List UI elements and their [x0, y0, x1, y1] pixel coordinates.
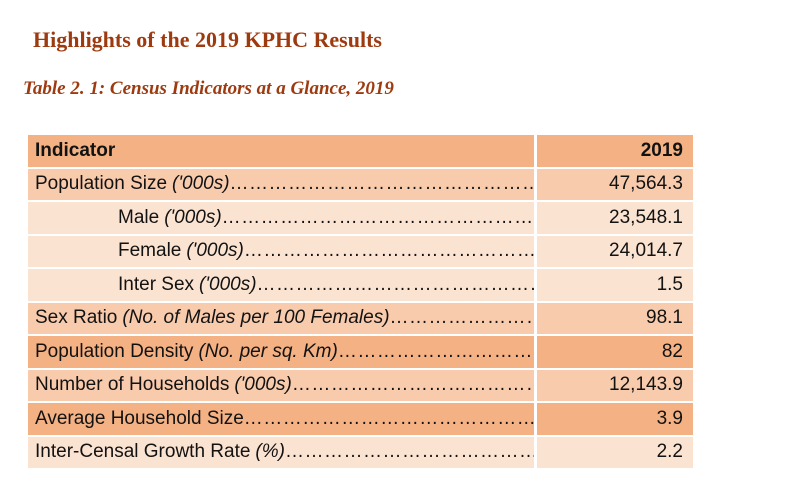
row-label: Male [118, 206, 160, 228]
row-value: 23,548.1 [537, 202, 693, 234]
indicator-cell: Inter-Censal Growth Rate (%) ……………………………… [28, 436, 534, 468]
table-caption: Table 2. 1: Census Indicators at a Glanc… [23, 78, 394, 99]
table-row: Population Density (No. per sq. Km) …………… [28, 336, 693, 368]
row-qualifier: ('000s) [172, 173, 230, 195]
table-row: Population Size ('000s) …………………………………………… [28, 168, 693, 200]
row-value: 82 [537, 336, 693, 368]
indicator-cell: Male ('000s) ………………………………………………………………………… [28, 202, 534, 234]
row-value: 47,564.3 [537, 168, 693, 200]
row-value: 3.9 [537, 403, 693, 435]
row-qualifier: ('000s) [234, 374, 292, 396]
leader-dots: ……………………………………………………………………………… [337, 340, 534, 362]
leader-dots: ……………………………………………………………………………… [256, 273, 534, 295]
row-qualifier: ('000s) [186, 240, 244, 262]
indicator-cell: Number of Households ('000s) ……………………………… [28, 369, 534, 401]
row-value: 24,014.7 [537, 235, 693, 267]
row-label: Inter-Censal Growth Rate [35, 441, 251, 463]
row-label: Inter Sex [118, 273, 195, 295]
leader-dots: ……………………………………………………………………………… [229, 173, 534, 195]
table-row: Number of Households ('000s) ……………………………… [28, 369, 693, 401]
leader-dots: ……………………………………………………………………………… [243, 407, 534, 429]
table-row: Male ('000s) ………………………………………………………………………… [28, 202, 693, 234]
leader-dots: ……………………………………………………………………………… [284, 441, 534, 463]
column-header-year: 2019 [537, 135, 693, 167]
row-qualifier: (No. of Males per 100 Females) [122, 307, 390, 329]
row-label: Female [118, 240, 182, 262]
leader-dots: ……………………………………………………………………………… [291, 374, 534, 396]
indicator-cell: Average Household Size ……………………………………………… [28, 403, 534, 435]
row-qualifier: (%) [255, 441, 285, 463]
indicator-cell: Population Size ('000s) …………………………………………… [28, 168, 534, 200]
table-body: Population Size ('000s) …………………………………………… [28, 168, 693, 468]
row-label: Population Size [35, 173, 168, 195]
table-header-row: Indicator 2019 [28, 135, 693, 167]
leader-dots: ……………………………………………………………………………… [221, 206, 534, 228]
census-indicators-table: Indicator 2019 Population Size ('000s) …… [28, 135, 693, 470]
row-label: Number of Households [35, 374, 230, 396]
table-row: Inter Sex ('000s) …………………………………………………………… [28, 269, 693, 301]
row-value: 2.2 [537, 436, 693, 468]
row-label: Average Household Size [35, 407, 244, 429]
row-qualifier: ('000s) [164, 206, 222, 228]
row-value: 98.1 [537, 302, 693, 334]
page-title: Highlights of the 2019 KPHC Results [33, 27, 382, 52]
row-label: Sex Ratio [35, 307, 118, 329]
table-row: Sex Ratio (No. of Males per 100 Females)… [28, 302, 693, 334]
row-label: Population Density [35, 340, 194, 362]
table-row: Female ('000s) …………………………………………………………………… [28, 235, 693, 267]
indicator-cell: Population Density (No. per sq. Km) …………… [28, 336, 534, 368]
indicator-cell: Sex Ratio (No. of Males per 100 Females)… [28, 302, 534, 334]
row-qualifier: ('000s) [199, 273, 257, 295]
leader-dots: ……………………………………………………………………………… [243, 240, 534, 262]
row-qualifier: (No. per sq. Km) [198, 340, 338, 362]
column-header-indicator: Indicator [28, 135, 534, 167]
table-row: Inter-Censal Growth Rate (%) ……………………………… [28, 436, 693, 468]
row-value: 12,143.9 [537, 369, 693, 401]
table-row: Average Household Size ……………………………………………… [28, 403, 693, 435]
indicator-cell: Inter Sex ('000s) …………………………………………………………… [28, 269, 534, 301]
row-value: 1.5 [537, 269, 693, 301]
leader-dots: ……………………………………………………………………………… [389, 307, 534, 329]
indicator-cell: Female ('000s) …………………………………………………………………… [28, 235, 534, 267]
